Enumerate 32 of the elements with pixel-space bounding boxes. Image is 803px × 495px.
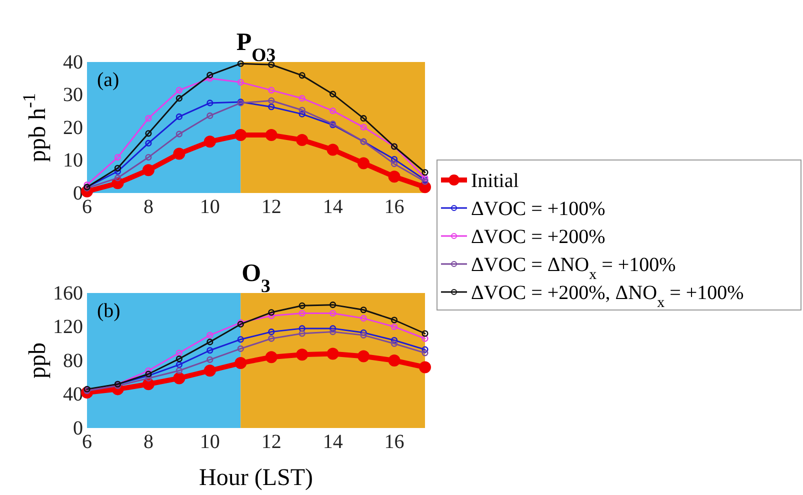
y-tick-label: 0 [73, 417, 83, 440]
x-tick-label: 12 [261, 196, 282, 218]
x-tick-label: 6 [82, 431, 92, 454]
legend-label: Initial [471, 170, 520, 192]
x-tick-label: 12 [261, 431, 282, 454]
x-tick-label: 14 [322, 196, 343, 218]
x-tick-label: 8 [143, 196, 154, 218]
legend-label: ΔVOC = ΔNO$_{x}$ = +100% [471, 254, 676, 283]
x-tick-label: 8 [143, 431, 154, 454]
annotation: (a) [97, 69, 120, 91]
x-tick-label: 16 [384, 431, 404, 454]
x-tick-label: 10 [200, 196, 220, 218]
x-tick-label: 6 [82, 196, 92, 218]
y-tick-label: 40 [63, 384, 83, 406]
legend-label: ΔVOC = +200% [471, 226, 606, 248]
chart-title: O$_{3}$ [242, 260, 270, 296]
y-tick-label: 30 [63, 84, 83, 106]
y-tick-label: 10 [63, 150, 83, 172]
x-tick-label: 14 [322, 431, 343, 454]
annotation: (b) [97, 300, 120, 322]
y-tick-label: 120 [53, 316, 83, 338]
legend-label: ΔVOC = +100% [471, 198, 606, 220]
y-tick-label: 160 [53, 282, 83, 304]
x-tick-label: 10 [200, 431, 220, 454]
x-axis-title: Hour (LST) [199, 465, 313, 491]
chart-title: P$_{O3}$ [236, 29, 276, 66]
x-tick-label: 16 [384, 196, 404, 218]
y-axis-title: ppb [25, 342, 51, 378]
legend-label: ΔVOC = +200%, ΔNO$_{x}$ = +100% [471, 282, 744, 311]
y-tick-label: 20 [63, 116, 83, 139]
y-tick-label: 40 [63, 51, 83, 74]
y-tick-label: 80 [63, 350, 83, 372]
